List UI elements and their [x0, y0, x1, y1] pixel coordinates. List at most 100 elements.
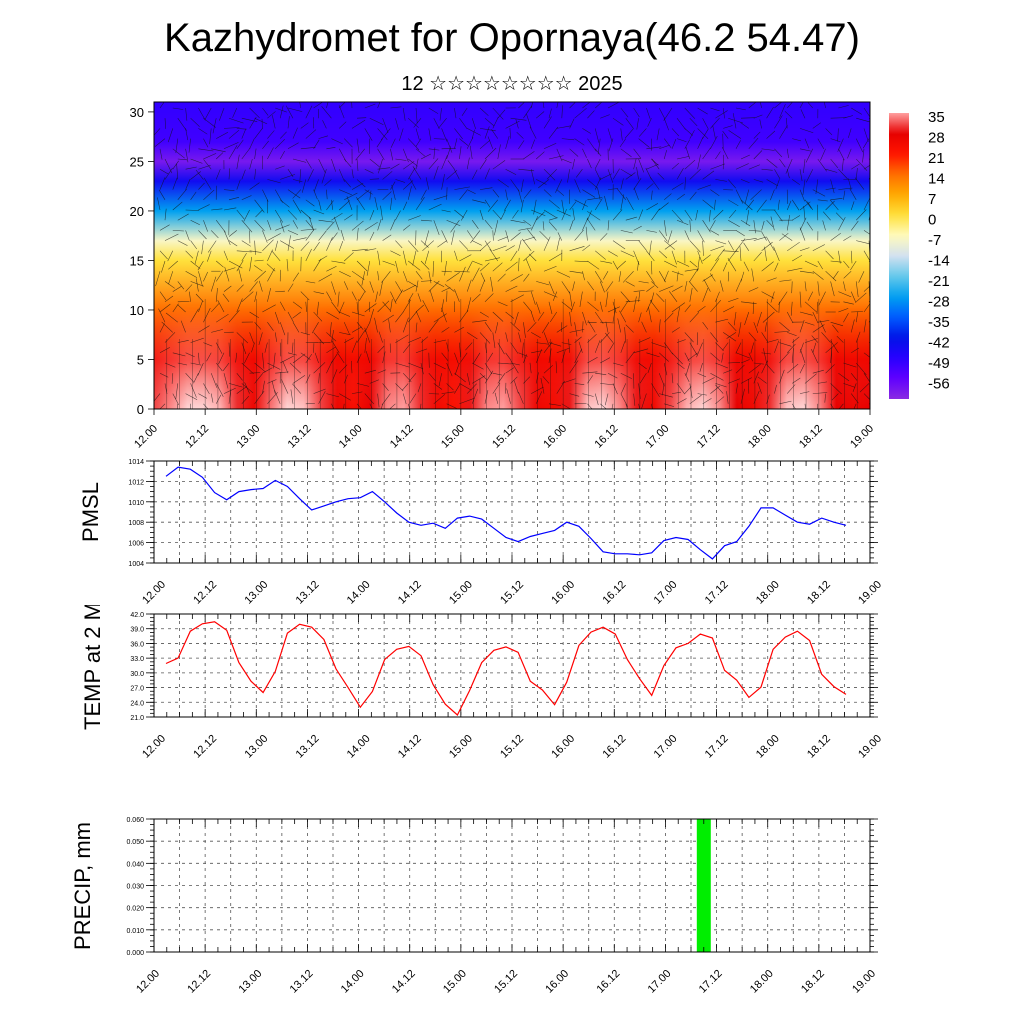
wind-vector — [531, 332, 541, 338]
wind-vector — [745, 199, 755, 211]
wind-vector — [548, 252, 563, 262]
wind-vector — [582, 217, 589, 231]
pmsl-x-tick-label: 16.12 — [600, 579, 628, 607]
wind-vector — [863, 373, 870, 383]
wind-vector — [748, 137, 759, 149]
wind-vector — [518, 140, 525, 149]
wind-vector — [671, 373, 674, 384]
wind-vector — [804, 260, 818, 268]
wind-vector — [715, 318, 729, 323]
wind-vector — [454, 326, 465, 333]
wind-vector — [774, 115, 783, 129]
wind-vector — [702, 118, 709, 129]
wind-vector — [574, 107, 587, 119]
wind-vector — [203, 307, 211, 323]
wind-vector — [825, 250, 834, 260]
wind-vector — [258, 280, 263, 292]
wind-vector — [821, 332, 831, 343]
wind-vector — [676, 118, 686, 130]
pmsl-x-tick-label: 19.00 — [856, 579, 884, 607]
wind-vector — [228, 197, 240, 201]
wind-vector — [838, 308, 849, 313]
wind-vector — [326, 393, 340, 398]
wind-vector — [620, 341, 626, 353]
wind-vector — [822, 220, 826, 231]
wind-vector — [854, 177, 865, 190]
wind-vector — [651, 260, 653, 275]
wind-vector — [646, 230, 657, 233]
wind-vector — [279, 301, 286, 311]
wind-vector — [249, 116, 257, 129]
wind-vector — [280, 355, 295, 364]
wind-vector — [543, 169, 556, 181]
wind-vector — [484, 147, 497, 160]
wind-vector — [377, 148, 385, 161]
precip-x-tick-label: 15.12 — [492, 968, 520, 996]
wind-vector — [612, 168, 620, 180]
temp2m-x-tick-label: 12.12 — [191, 733, 219, 761]
wind-vector — [807, 291, 814, 301]
wind-vector — [851, 311, 863, 313]
wind-vector — [556, 209, 571, 217]
colorbar-tick-label: 21 — [928, 150, 945, 167]
wind-vector — [804, 301, 818, 313]
wind-vector — [529, 362, 532, 374]
wind-vector — [525, 258, 532, 272]
wind-vector — [420, 153, 431, 160]
wind-vector — [307, 169, 314, 182]
wind-vector — [338, 241, 344, 251]
wind-vector — [702, 288, 709, 302]
wind-vector — [830, 232, 841, 241]
wind-vector — [408, 260, 421, 271]
temp-chart: 21.024.027.030.033.036.039.042.0 12.00 12… — [80, 605, 884, 761]
wind-vector — [684, 139, 690, 149]
wind-vector — [164, 167, 173, 180]
pmsl-y-tick-label: 1012 — [128, 479, 144, 486]
wind-vector — [326, 266, 337, 272]
wind-vector — [728, 117, 743, 124]
wind-vector — [433, 339, 447, 343]
wind-vector — [274, 390, 281, 404]
wind-vector — [262, 107, 269, 116]
wind-vector — [582, 271, 585, 281]
wind-vector — [753, 150, 763, 160]
wind-vector — [638, 403, 640, 409]
wind-vector — [422, 300, 430, 313]
wind-vector — [740, 179, 750, 184]
wind-vector — [497, 342, 505, 355]
wind-vector — [804, 281, 807, 292]
wind-vector — [466, 373, 471, 386]
temp2m-y-tick-label: 33.0 — [130, 656, 144, 663]
wind-vector — [697, 184, 712, 190]
cross-section-y-tick-label: 20 — [130, 204, 144, 219]
wind-vector — [607, 128, 613, 142]
precip-x-tick-label: 13.12 — [288, 968, 316, 996]
wind-vector — [492, 262, 503, 272]
wind-vector — [188, 138, 191, 153]
wind-vector — [453, 168, 460, 180]
wind-vector — [343, 322, 350, 335]
wind-vector — [812, 392, 828, 394]
wind-vector — [633, 225, 642, 231]
wind-vector — [799, 169, 803, 181]
wind-vector — [292, 179, 303, 183]
wind-vector — [774, 102, 783, 109]
wind-vector — [555, 179, 563, 193]
wind-vector — [863, 107, 870, 118]
wind-vector — [728, 362, 741, 364]
wind-vector — [739, 246, 742, 262]
wind-vector — [748, 102, 757, 109]
wind-vector — [676, 168, 684, 180]
wind-vector — [817, 158, 827, 172]
wind-vector — [786, 215, 790, 231]
wind-vector — [658, 373, 665, 387]
wind-vector — [799, 189, 805, 202]
wind-vector — [479, 159, 487, 170]
wind-vector — [721, 146, 729, 160]
cross-section-y-tick-label: 25 — [130, 154, 144, 169]
wind-vector — [318, 230, 327, 241]
wind-vector — [536, 211, 545, 221]
wind-vector — [287, 189, 301, 199]
wind-vector — [428, 203, 442, 211]
